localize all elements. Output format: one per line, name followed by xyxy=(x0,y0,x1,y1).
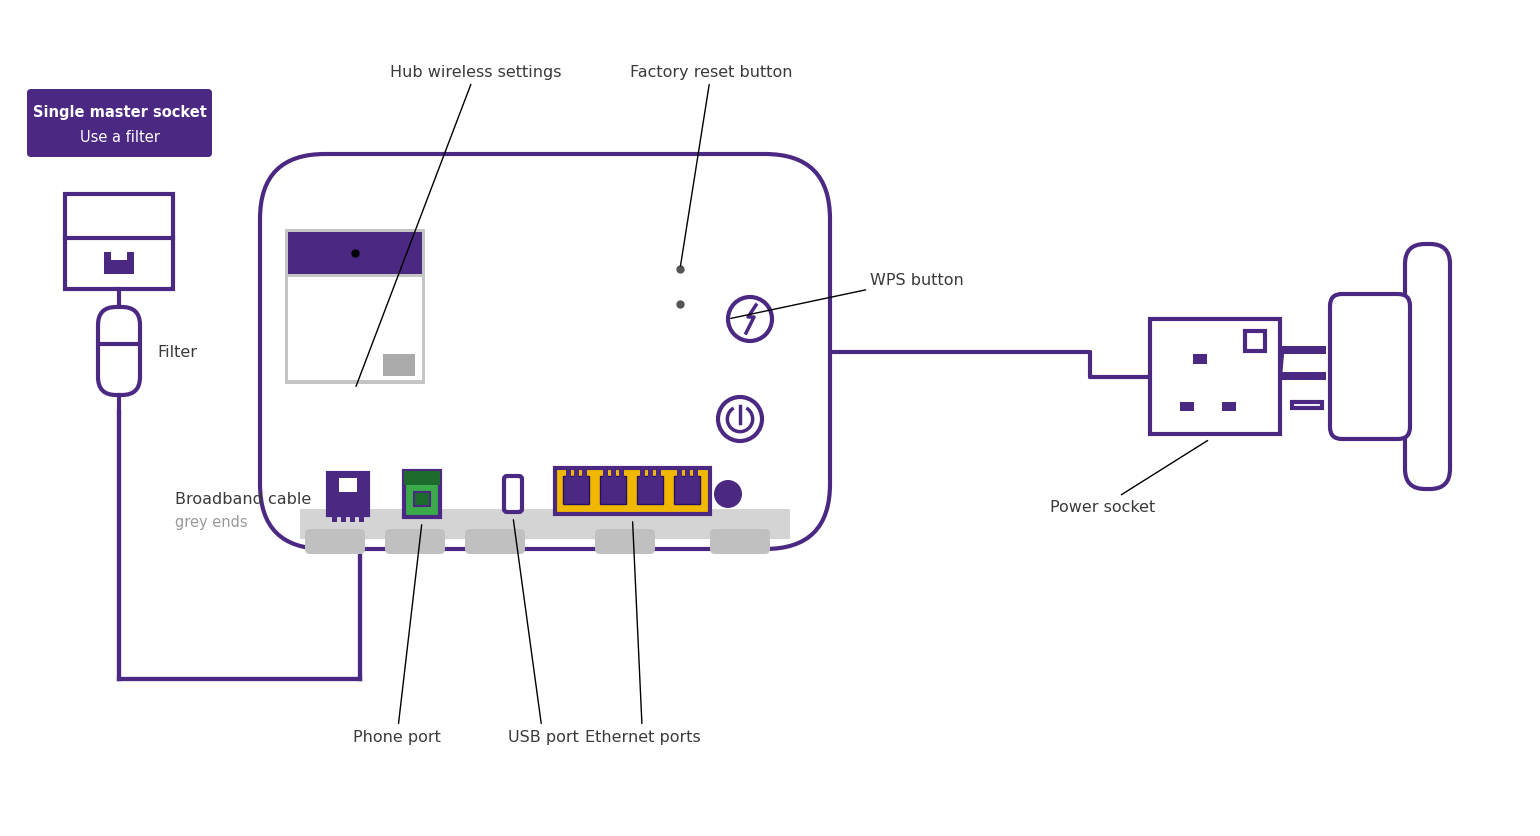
Bar xyxy=(403,472,440,486)
FancyBboxPatch shape xyxy=(99,308,140,395)
Bar xyxy=(65,195,172,289)
Bar xyxy=(1150,319,1280,435)
FancyBboxPatch shape xyxy=(28,90,213,158)
FancyBboxPatch shape xyxy=(465,529,525,554)
FancyBboxPatch shape xyxy=(594,529,654,554)
FancyBboxPatch shape xyxy=(710,529,770,554)
Bar xyxy=(604,471,608,478)
Bar xyxy=(1180,402,1194,411)
Text: WPS button: WPS button xyxy=(730,273,964,319)
Bar xyxy=(111,252,126,261)
Bar xyxy=(288,278,422,380)
Bar xyxy=(601,477,625,504)
Bar xyxy=(350,513,356,522)
Bar xyxy=(403,472,440,517)
Circle shape xyxy=(728,298,772,342)
Text: grey ends: grey ends xyxy=(176,514,248,529)
FancyBboxPatch shape xyxy=(1404,245,1451,489)
Bar xyxy=(554,468,710,514)
Text: Ethernet ports: Ethernet ports xyxy=(585,522,701,744)
Text: USB port: USB port xyxy=(508,520,579,744)
Bar xyxy=(567,471,571,478)
Bar xyxy=(574,471,579,478)
FancyBboxPatch shape xyxy=(305,529,365,554)
FancyBboxPatch shape xyxy=(385,529,445,554)
Bar xyxy=(359,513,363,522)
Bar xyxy=(638,477,664,504)
Circle shape xyxy=(718,398,762,441)
Bar xyxy=(1223,402,1237,411)
Bar xyxy=(339,478,357,492)
Bar xyxy=(1281,373,1326,380)
Bar xyxy=(641,471,645,478)
Bar xyxy=(675,477,701,504)
Bar xyxy=(288,232,422,275)
Circle shape xyxy=(715,481,742,508)
Bar xyxy=(383,354,414,376)
Text: Single master socket: Single master socket xyxy=(32,104,206,120)
Bar xyxy=(611,471,616,478)
Text: Phone port: Phone port xyxy=(353,525,440,744)
Bar xyxy=(333,513,337,522)
Bar xyxy=(656,471,661,478)
Bar xyxy=(648,471,653,478)
Text: Hub wireless settings: Hub wireless settings xyxy=(356,65,562,387)
Bar xyxy=(105,253,134,275)
Bar xyxy=(619,471,624,478)
Bar xyxy=(564,477,588,504)
Bar xyxy=(693,471,698,478)
FancyBboxPatch shape xyxy=(504,477,522,512)
Text: Power socket: Power socket xyxy=(1050,441,1207,514)
Text: Use a filter: Use a filter xyxy=(80,130,160,145)
Bar xyxy=(328,473,368,515)
Text: Broadband cable: Broadband cable xyxy=(176,492,311,507)
Bar xyxy=(285,230,425,385)
Bar xyxy=(340,513,346,522)
Bar xyxy=(582,471,587,478)
Bar xyxy=(1292,402,1321,409)
Text: Filter: Filter xyxy=(157,344,197,359)
Bar xyxy=(1281,347,1326,354)
Bar xyxy=(685,471,690,478)
Bar xyxy=(300,509,790,539)
Bar xyxy=(414,492,430,507)
Bar xyxy=(678,471,682,478)
FancyBboxPatch shape xyxy=(260,155,830,549)
FancyBboxPatch shape xyxy=(1331,294,1411,440)
Bar xyxy=(1244,332,1264,352)
Bar xyxy=(1194,354,1207,364)
Text: Factory reset button: Factory reset button xyxy=(630,65,793,267)
